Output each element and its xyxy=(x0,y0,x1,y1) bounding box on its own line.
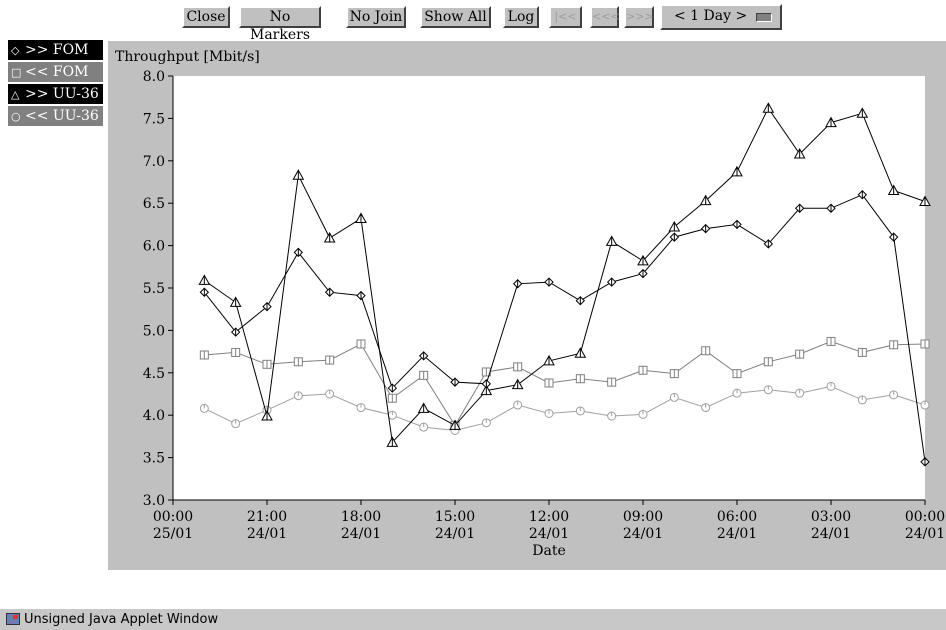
x-tick-date-label: 24/01 xyxy=(623,526,663,542)
x-tick-date-label: 25/01 xyxy=(153,526,193,542)
first-page-button[interactable]: |<< xyxy=(549,6,582,28)
chart-panel: 3.0 3.5 4.0 4.5 5.0 5.5 6.0 6.5 7.0 7.5 8.0 00:00 25… xyxy=(108,41,946,570)
next-page-button[interactable]: >>> xyxy=(624,6,654,28)
dropdown-icon xyxy=(756,13,772,22)
series-line xyxy=(204,385,926,432)
no-join-button[interactable]: No Join xyxy=(346,6,406,28)
previous-page-button[interactable]: <<< xyxy=(590,6,620,28)
x-tick-time-label: 18:00 xyxy=(341,509,381,525)
x-tick-time-label: 15:00 xyxy=(435,509,475,525)
legend-label: << UU-36 xyxy=(25,108,99,124)
status-text: Unsigned Java Applet Window xyxy=(24,612,219,627)
legend: ◇ >> FOM □ << FOM △ >> UU-36 ○ << UU-36 xyxy=(8,40,103,128)
triangle-marker-icon: △ xyxy=(11,88,20,101)
java-applet-icon xyxy=(6,613,20,625)
x-tick-date-label: 24/01 xyxy=(435,526,475,542)
close-button[interactable]: Close xyxy=(182,6,230,28)
y-axis-label: Throughput [Mbit/s] xyxy=(115,49,260,65)
x-tick-date-label: 24/01 xyxy=(717,526,757,542)
x-tick-time-label: 06:00 xyxy=(717,509,757,525)
x-tick-date-label: 24/01 xyxy=(247,526,287,542)
legend-label: >> FOM xyxy=(25,42,89,58)
log-button[interactable]: Log xyxy=(503,6,539,28)
legend-label: << FOM xyxy=(25,64,89,80)
y-tick-label: 4.5 xyxy=(143,366,165,382)
x-tick-time-label: 09:00 xyxy=(623,509,663,525)
legend-label: >> UU-36 xyxy=(25,86,99,102)
diamond-marker-icon: ◇ xyxy=(11,44,20,57)
x-tick-date-label: 24/01 xyxy=(341,526,381,542)
series-line xyxy=(203,194,926,462)
throughput-chart[interactable]: 3.03.54.04.55.05.56.06.57.07.58.000:0025… xyxy=(108,41,946,570)
x-tick-date-label: 24/01 xyxy=(529,526,569,542)
square-marker-icon: □ xyxy=(11,66,22,79)
series-line xyxy=(204,107,926,444)
circle-marker-icon: ○ xyxy=(11,110,21,123)
no-markers-button[interactable]: No Markers xyxy=(239,6,321,43)
status-bar: Unsigned Java Applet Window xyxy=(0,608,946,630)
x-tick-time-label: 03:00 xyxy=(811,509,851,525)
y-tick-label: 6.5 xyxy=(143,196,165,212)
show-all-button[interactable]: Show All xyxy=(420,6,491,28)
series-line xyxy=(204,340,926,427)
x-tick-date-label: 24/01 xyxy=(905,526,945,542)
y-tick-label: 4.0 xyxy=(143,408,165,424)
plot-area xyxy=(173,76,925,500)
y-tick-label: 6.0 xyxy=(143,239,165,255)
x-tick-time-label: 00:00 xyxy=(905,509,945,525)
y-tick-label: 5.0 xyxy=(143,323,165,339)
time-range-value: < 1 Day > xyxy=(674,8,748,24)
x-tick-time-label: 21:00 xyxy=(247,509,287,525)
time-range-select[interactable]: < 1 Day > xyxy=(660,4,782,30)
y-tick-label: 5.5 xyxy=(143,281,165,297)
legend-item-in-fom[interactable]: □ << FOM xyxy=(8,62,103,82)
legend-item-out-fom[interactable]: ◇ >> FOM xyxy=(8,40,103,60)
y-tick-label: 3.0 xyxy=(143,493,165,509)
x-axis-label: Date xyxy=(532,543,565,559)
x-tick-time-label: 00:00 xyxy=(153,509,193,525)
legend-item-in-uu36[interactable]: ○ << UU-36 xyxy=(8,106,103,126)
legend-item-out-uu36[interactable]: △ >> UU-36 xyxy=(8,84,103,104)
y-tick-label: 7.5 xyxy=(143,111,165,127)
y-tick-label: 7.0 xyxy=(143,154,165,170)
x-tick-date-label: 24/01 xyxy=(811,526,851,542)
y-tick-label: 8.0 xyxy=(143,69,165,85)
x-tick-time-label: 12:00 xyxy=(529,509,569,525)
y-tick-label: 3.5 xyxy=(143,451,165,467)
